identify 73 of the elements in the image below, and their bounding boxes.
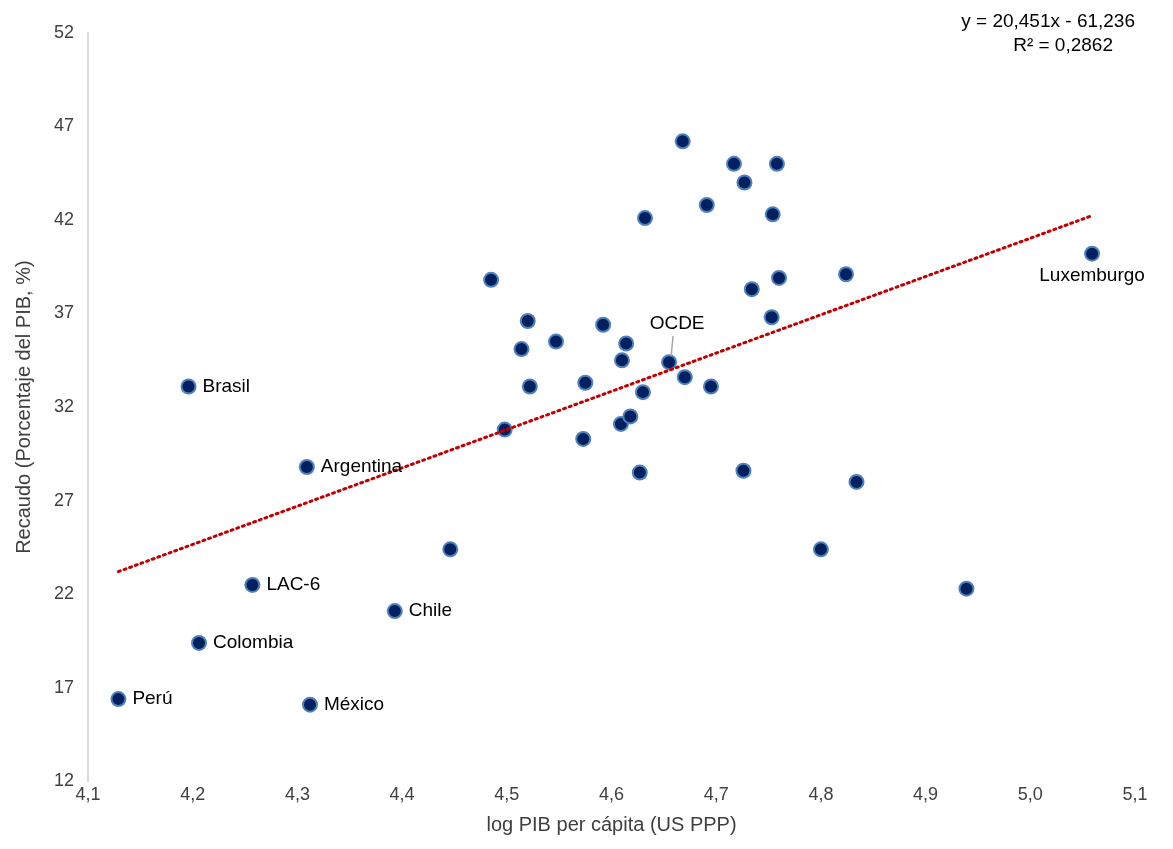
point [631, 464, 648, 481]
annotation: Chile [408, 599, 453, 621]
point [301, 696, 318, 713]
point [622, 408, 639, 425]
y-tick-label: 52 [53, 21, 75, 42]
point [521, 378, 538, 395]
point [513, 341, 530, 358]
point [743, 281, 760, 298]
point [736, 174, 753, 191]
y-tick-label: 32 [53, 396, 75, 417]
point [577, 374, 594, 391]
point [768, 155, 785, 172]
point [548, 333, 565, 350]
point [698, 196, 715, 213]
annotation: Perú [132, 687, 173, 709]
x-tick-label: 4,3 [284, 784, 310, 805]
x-tick-label: 4,2 [180, 784, 206, 805]
point [442, 541, 459, 558]
point [735, 462, 752, 479]
point [1084, 245, 1101, 262]
x-axis-title: log PIB per cápita (US PPP) [486, 812, 737, 835]
point [838, 266, 855, 283]
x-tick-label: 4,1 [75, 784, 101, 805]
y-tick-label: 37 [53, 302, 75, 323]
x-tick-label: 4,6 [599, 784, 625, 805]
annotation: LAC-6 [266, 573, 321, 595]
annotation: Brasil [202, 374, 251, 396]
point [191, 634, 207, 651]
point [110, 691, 127, 708]
point [618, 335, 635, 352]
point [634, 384, 651, 401]
point [812, 541, 829, 558]
annotation: México [323, 692, 385, 714]
y-tick-label: 12 [53, 770, 75, 791]
x-tick-label: 5,0 [1017, 784, 1043, 805]
point [771, 269, 788, 286]
y-tick-label: 42 [53, 208, 75, 229]
annotation: Luxemburgo [1039, 263, 1145, 285]
point [958, 580, 975, 597]
annotation: OCDE [649, 312, 705, 334]
point [726, 155, 743, 172]
x-tick-label: 4,9 [913, 784, 939, 805]
point [386, 603, 403, 620]
x-tick-label: 4,4 [389, 784, 415, 805]
point [702, 378, 719, 395]
y-tick-label: 27 [53, 489, 75, 510]
x-tick-label: 5,1 [1122, 784, 1148, 805]
point [244, 576, 261, 593]
point [575, 430, 592, 447]
point [764, 206, 781, 223]
x-tick-label: 4,7 [703, 784, 729, 805]
point [595, 316, 612, 333]
y-tick-label: 22 [53, 583, 75, 604]
annotation: R² = 0,2862 [1013, 34, 1113, 56]
point [298, 458, 315, 475]
point [613, 352, 630, 369]
x-tick-label: 4,8 [808, 784, 834, 805]
point [674, 133, 691, 150]
point [676, 369, 693, 386]
point [763, 309, 780, 326]
point [519, 313, 536, 330]
point [483, 271, 500, 288]
text: y = 20,451x - 61,236 [961, 10, 1135, 32]
y-tick-label: 47 [53, 115, 75, 136]
y-tick-label: 17 [53, 676, 75, 697]
point [661, 354, 678, 371]
annotation: Colombia [213, 631, 294, 653]
point [180, 378, 197, 395]
annotation: Argentina [320, 455, 403, 477]
point [637, 210, 654, 227]
y-axis-title: Recaudo (Porcentaje del PIB, %) [11, 260, 34, 554]
point [848, 473, 865, 490]
x-tick-label: 4,5 [494, 784, 520, 805]
